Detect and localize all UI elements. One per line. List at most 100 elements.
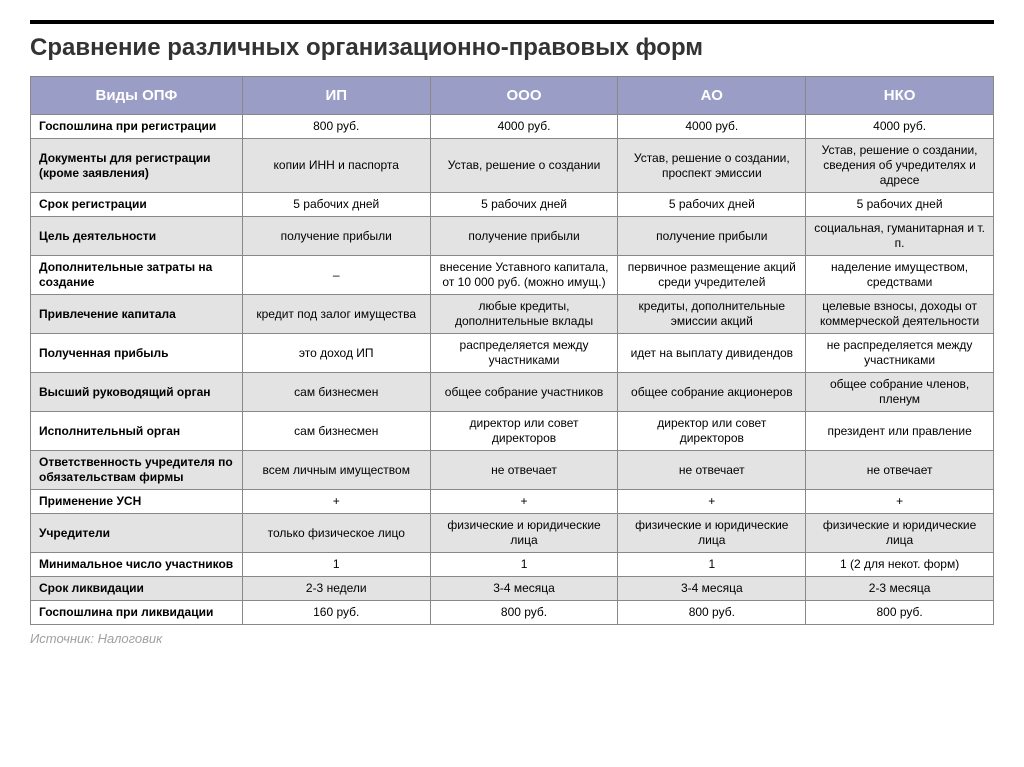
col-header: ООО <box>430 77 618 115</box>
cell: кредит под залог имущества <box>242 295 430 334</box>
row-label: Применение УСН <box>31 490 243 514</box>
col-header: Виды ОПФ <box>31 77 243 115</box>
top-rule <box>30 20 994 24</box>
table-row: Срок регистрации5 рабочих дней5 рабочих … <box>31 193 994 217</box>
row-label: Минимальное число участников <box>31 553 243 577</box>
cell: целевые взносы, доходы от коммерческой д… <box>806 295 994 334</box>
cell: всем личным имуществом <box>242 451 430 490</box>
cell: не отвечает <box>618 451 806 490</box>
row-label: Дополнительные затраты на создание <box>31 256 243 295</box>
cell: 800 руб. <box>430 601 618 625</box>
row-label: Полученная прибыль <box>31 334 243 373</box>
cell: директор или совет директоров <box>618 412 806 451</box>
row-label: Госпошлина при ликвидации <box>31 601 243 625</box>
row-label: Исполнительный орган <box>31 412 243 451</box>
cell: социальная, гуманитарная и т. п. <box>806 217 994 256</box>
cell: 5 рабочих дней <box>430 193 618 217</box>
cell: директор или совет директоров <box>430 412 618 451</box>
cell: президент или правление <box>806 412 994 451</box>
cell: 1 <box>430 553 618 577</box>
source-credit: Источник: Налоговик <box>30 631 994 646</box>
cell: Устав, решение о создании, проспект эмис… <box>618 139 806 193</box>
cell: 5 рабочих дней <box>806 193 994 217</box>
cell: + <box>430 490 618 514</box>
table-row: Полученная прибыльэто доход ИПраспределя… <box>31 334 994 373</box>
col-header: НКО <box>806 77 994 115</box>
table-row: Высший руководящий органсам бизнесменобщ… <box>31 373 994 412</box>
row-label: Привлечение капитала <box>31 295 243 334</box>
table-row: Минимальное число участников1111 (2 для … <box>31 553 994 577</box>
cell: 3-4 месяца <box>430 577 618 601</box>
table-row: Срок ликвидации2-3 недели3-4 месяца3-4 м… <box>31 577 994 601</box>
cell: внесение Уставного капитала, от 10 000 р… <box>430 256 618 295</box>
cell: физические и юридические лица <box>618 514 806 553</box>
cell: 5 рабочих дней <box>242 193 430 217</box>
cell: наделение имуществом, средствами <box>806 256 994 295</box>
cell: только физическое лицо <box>242 514 430 553</box>
cell: 800 руб. <box>618 601 806 625</box>
page-title: Сравнение различных организационно-право… <box>30 34 994 62</box>
table-row: Дополнительные затраты на создание–внесе… <box>31 256 994 295</box>
cell: сам бизнесмен <box>242 373 430 412</box>
cell: + <box>242 490 430 514</box>
cell: 2-3 недели <box>242 577 430 601</box>
cell: Устав, решение о создании <box>430 139 618 193</box>
cell: 1 <box>618 553 806 577</box>
cell: кредиты, дополнительные эмиссии акций <box>618 295 806 334</box>
row-label: Документы для регистрации (кроме заявлен… <box>31 139 243 193</box>
row-label: Высший руководящий орган <box>31 373 243 412</box>
cell: общее собрание акционеров <box>618 373 806 412</box>
comparison-table: Виды ОПФ ИП ООО АО НКО Госпошлина при ре… <box>30 76 994 625</box>
cell: + <box>806 490 994 514</box>
table-row: Госпошлина при ликвидации160 руб.800 руб… <box>31 601 994 625</box>
cell: 1 <box>242 553 430 577</box>
cell: 3-4 месяца <box>618 577 806 601</box>
cell: – <box>242 256 430 295</box>
table-row: Применение УСН++++ <box>31 490 994 514</box>
cell: распределяется между участниками <box>430 334 618 373</box>
cell: это доход ИП <box>242 334 430 373</box>
cell: любые кредиты, дополнительные вклады <box>430 295 618 334</box>
cell: первичное размещение акций среди учредит… <box>618 256 806 295</box>
cell: не отвечает <box>430 451 618 490</box>
cell: 800 руб. <box>806 601 994 625</box>
table-row: Госпошлина при регистрации800 руб.4000 р… <box>31 115 994 139</box>
table-header-row: Виды ОПФ ИП ООО АО НКО <box>31 77 994 115</box>
table-row: Документы для регистрации (кроме заявлен… <box>31 139 994 193</box>
cell: 5 рабочих дней <box>618 193 806 217</box>
cell: 4000 руб. <box>806 115 994 139</box>
col-header: ИП <box>242 77 430 115</box>
cell: копии ИНН и паспорта <box>242 139 430 193</box>
cell: получение прибыли <box>618 217 806 256</box>
cell: Устав, решение о создании, сведения об у… <box>806 139 994 193</box>
row-label: Учредители <box>31 514 243 553</box>
table-row: Привлечение капиталакредит под залог иму… <box>31 295 994 334</box>
cell: 4000 руб. <box>430 115 618 139</box>
cell: получение прибыли <box>242 217 430 256</box>
cell: идет на выплату дивидендов <box>618 334 806 373</box>
cell: не распределяется между участниками <box>806 334 994 373</box>
cell: + <box>618 490 806 514</box>
row-label: Срок ликвидации <box>31 577 243 601</box>
cell: общее собрание членов, пленум <box>806 373 994 412</box>
row-label: Срок регистрации <box>31 193 243 217</box>
cell: 4000 руб. <box>618 115 806 139</box>
table-row: Ответственность учредителя по обязательс… <box>31 451 994 490</box>
cell: физические и юридические лица <box>806 514 994 553</box>
cell: 800 руб. <box>242 115 430 139</box>
table-body: Госпошлина при регистрации800 руб.4000 р… <box>31 115 994 625</box>
cell: получение прибыли <box>430 217 618 256</box>
cell: физические и юридические лица <box>430 514 618 553</box>
cell: сам бизнесмен <box>242 412 430 451</box>
cell: общее собрание участников <box>430 373 618 412</box>
row-label: Ответственность учредителя по обязательс… <box>31 451 243 490</box>
table-row: Цель деятельностиполучение прибылиполуче… <box>31 217 994 256</box>
col-header: АО <box>618 77 806 115</box>
cell: 160 руб. <box>242 601 430 625</box>
row-label: Госпошлина при регистрации <box>31 115 243 139</box>
table-row: Учредителитолько физическое лицофизическ… <box>31 514 994 553</box>
table-row: Исполнительный органсам бизнесмендиректо… <box>31 412 994 451</box>
cell: не отвечает <box>806 451 994 490</box>
row-label: Цель деятельности <box>31 217 243 256</box>
cell: 2-3 месяца <box>806 577 994 601</box>
